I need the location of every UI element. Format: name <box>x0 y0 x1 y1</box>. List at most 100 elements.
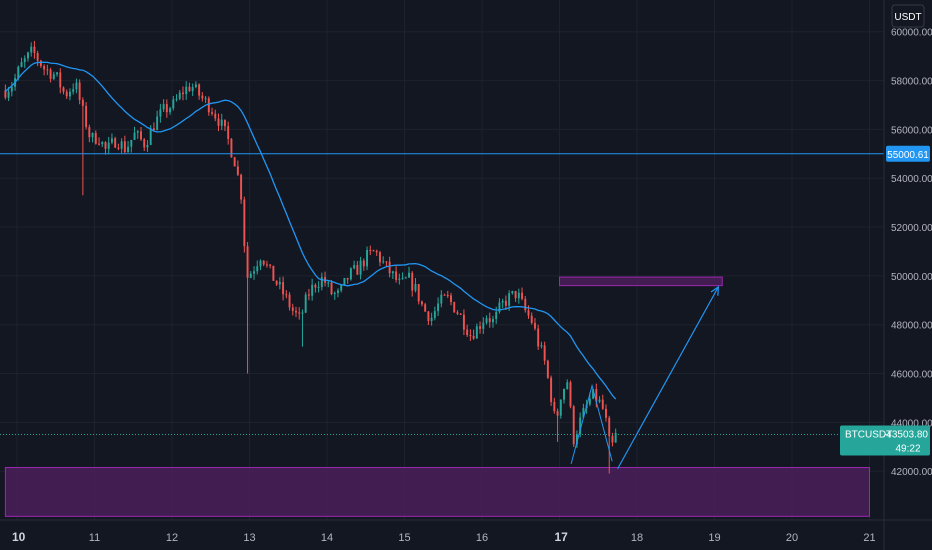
candle-body <box>504 300 507 306</box>
candle-body <box>366 250 369 267</box>
candle-body <box>395 271 398 280</box>
time-tick-label: 14 <box>321 532 333 544</box>
price-tick-label: 50000.00 <box>891 272 932 283</box>
candle-body <box>437 303 440 312</box>
candle-body <box>159 109 162 117</box>
candle-body <box>430 317 433 321</box>
candle-body <box>207 98 210 113</box>
candle-body <box>472 335 475 339</box>
candle-body <box>165 104 168 113</box>
candle-body <box>178 92 181 99</box>
candle-body <box>595 389 598 402</box>
candle-body <box>39 60 42 67</box>
current-price-badge: BTCUSDT - 43503.80 49:22 <box>840 425 930 456</box>
candle-body <box>307 294 310 296</box>
candle-body <box>614 432 617 443</box>
price-tick-label: 60000.00 <box>891 28 932 39</box>
candles-layer <box>4 40 617 474</box>
candle-body <box>485 318 488 323</box>
moving-average-line <box>4 61 617 400</box>
candle-body <box>36 52 39 61</box>
candle-body <box>327 282 330 284</box>
candle-body <box>91 133 94 138</box>
candle-body <box>517 292 520 299</box>
candle-body <box>4 90 7 98</box>
candle-body <box>88 127 91 138</box>
time-tick-label: 15 <box>398 532 410 544</box>
candle-body <box>453 302 456 313</box>
candle-body <box>559 399 562 416</box>
candle-body <box>227 126 230 139</box>
candle-body <box>566 382 569 390</box>
candle-body <box>372 250 375 252</box>
price-tick-label: 46000.00 <box>891 370 932 381</box>
projection-arrow-line <box>617 286 719 470</box>
candle-body <box>537 328 540 347</box>
candle-body <box>579 417 582 435</box>
candle-body <box>375 251 378 253</box>
candle-body <box>162 104 165 110</box>
candle-body <box>30 46 33 53</box>
candle-body <box>68 91 71 97</box>
candle-body <box>311 284 314 296</box>
candle-body <box>588 398 591 405</box>
price-tick-label: 44000.00 <box>891 418 932 429</box>
candle-body <box>233 157 236 167</box>
candle-body <box>417 284 420 302</box>
current-price-symbol: BTCUSDT <box>845 429 892 440</box>
candle-body <box>52 74 55 79</box>
candle-body <box>20 62 23 67</box>
time-tick-label: 16 <box>476 532 488 544</box>
time-tick-label: 17 <box>555 530 569 544</box>
candle-body <box>62 87 65 92</box>
candle-body <box>204 98 207 100</box>
candle-body <box>601 399 604 409</box>
candle-body <box>120 141 123 149</box>
candle-body <box>123 141 126 153</box>
candle-body <box>117 147 120 149</box>
price-tick-label: 56000.00 <box>891 125 932 136</box>
candle-body <box>543 345 546 361</box>
candle-body <box>10 86 13 92</box>
candle-body <box>298 312 301 314</box>
candle-body <box>217 118 220 126</box>
candle-body <box>56 72 59 75</box>
candle-body <box>140 131 142 140</box>
candle-body <box>175 98 178 100</box>
candle-body <box>582 408 585 418</box>
candle-body <box>246 246 249 278</box>
candle-body <box>110 138 113 143</box>
candle-body <box>240 174 243 200</box>
time-tick-label: 18 <box>631 532 643 544</box>
candle-body <box>188 86 191 92</box>
candle-body <box>94 133 97 144</box>
candle-body <box>223 119 226 127</box>
candle-body <box>569 382 572 407</box>
time-tick-label: 10 <box>12 530 26 544</box>
candle-body <box>169 108 172 113</box>
horizontal-line-price-label: 55000.61 <box>887 150 929 161</box>
candle-body <box>469 335 472 337</box>
drawings-layer <box>570 285 720 470</box>
candle-body <box>198 84 201 96</box>
candle-body <box>414 284 417 291</box>
candle-body <box>65 91 68 97</box>
candle-body <box>521 292 524 299</box>
candle-body <box>440 294 443 304</box>
candle-body <box>301 312 304 314</box>
candle-body <box>359 260 362 275</box>
candle-body <box>269 264 272 266</box>
candle-body <box>259 260 262 267</box>
candle-body <box>420 301 423 305</box>
candle-body <box>249 273 252 278</box>
candle-body <box>75 82 78 90</box>
candle-body <box>149 128 152 145</box>
candle-body <box>214 113 217 119</box>
candle-body <box>378 252 381 263</box>
current-price-value: 43503.80 <box>886 429 928 440</box>
price-tick-label: 54000.00 <box>891 174 932 185</box>
candle-body <box>81 99 84 106</box>
candle-body <box>330 282 333 295</box>
currency-button[interactable]: USDT <box>891 4 925 28</box>
